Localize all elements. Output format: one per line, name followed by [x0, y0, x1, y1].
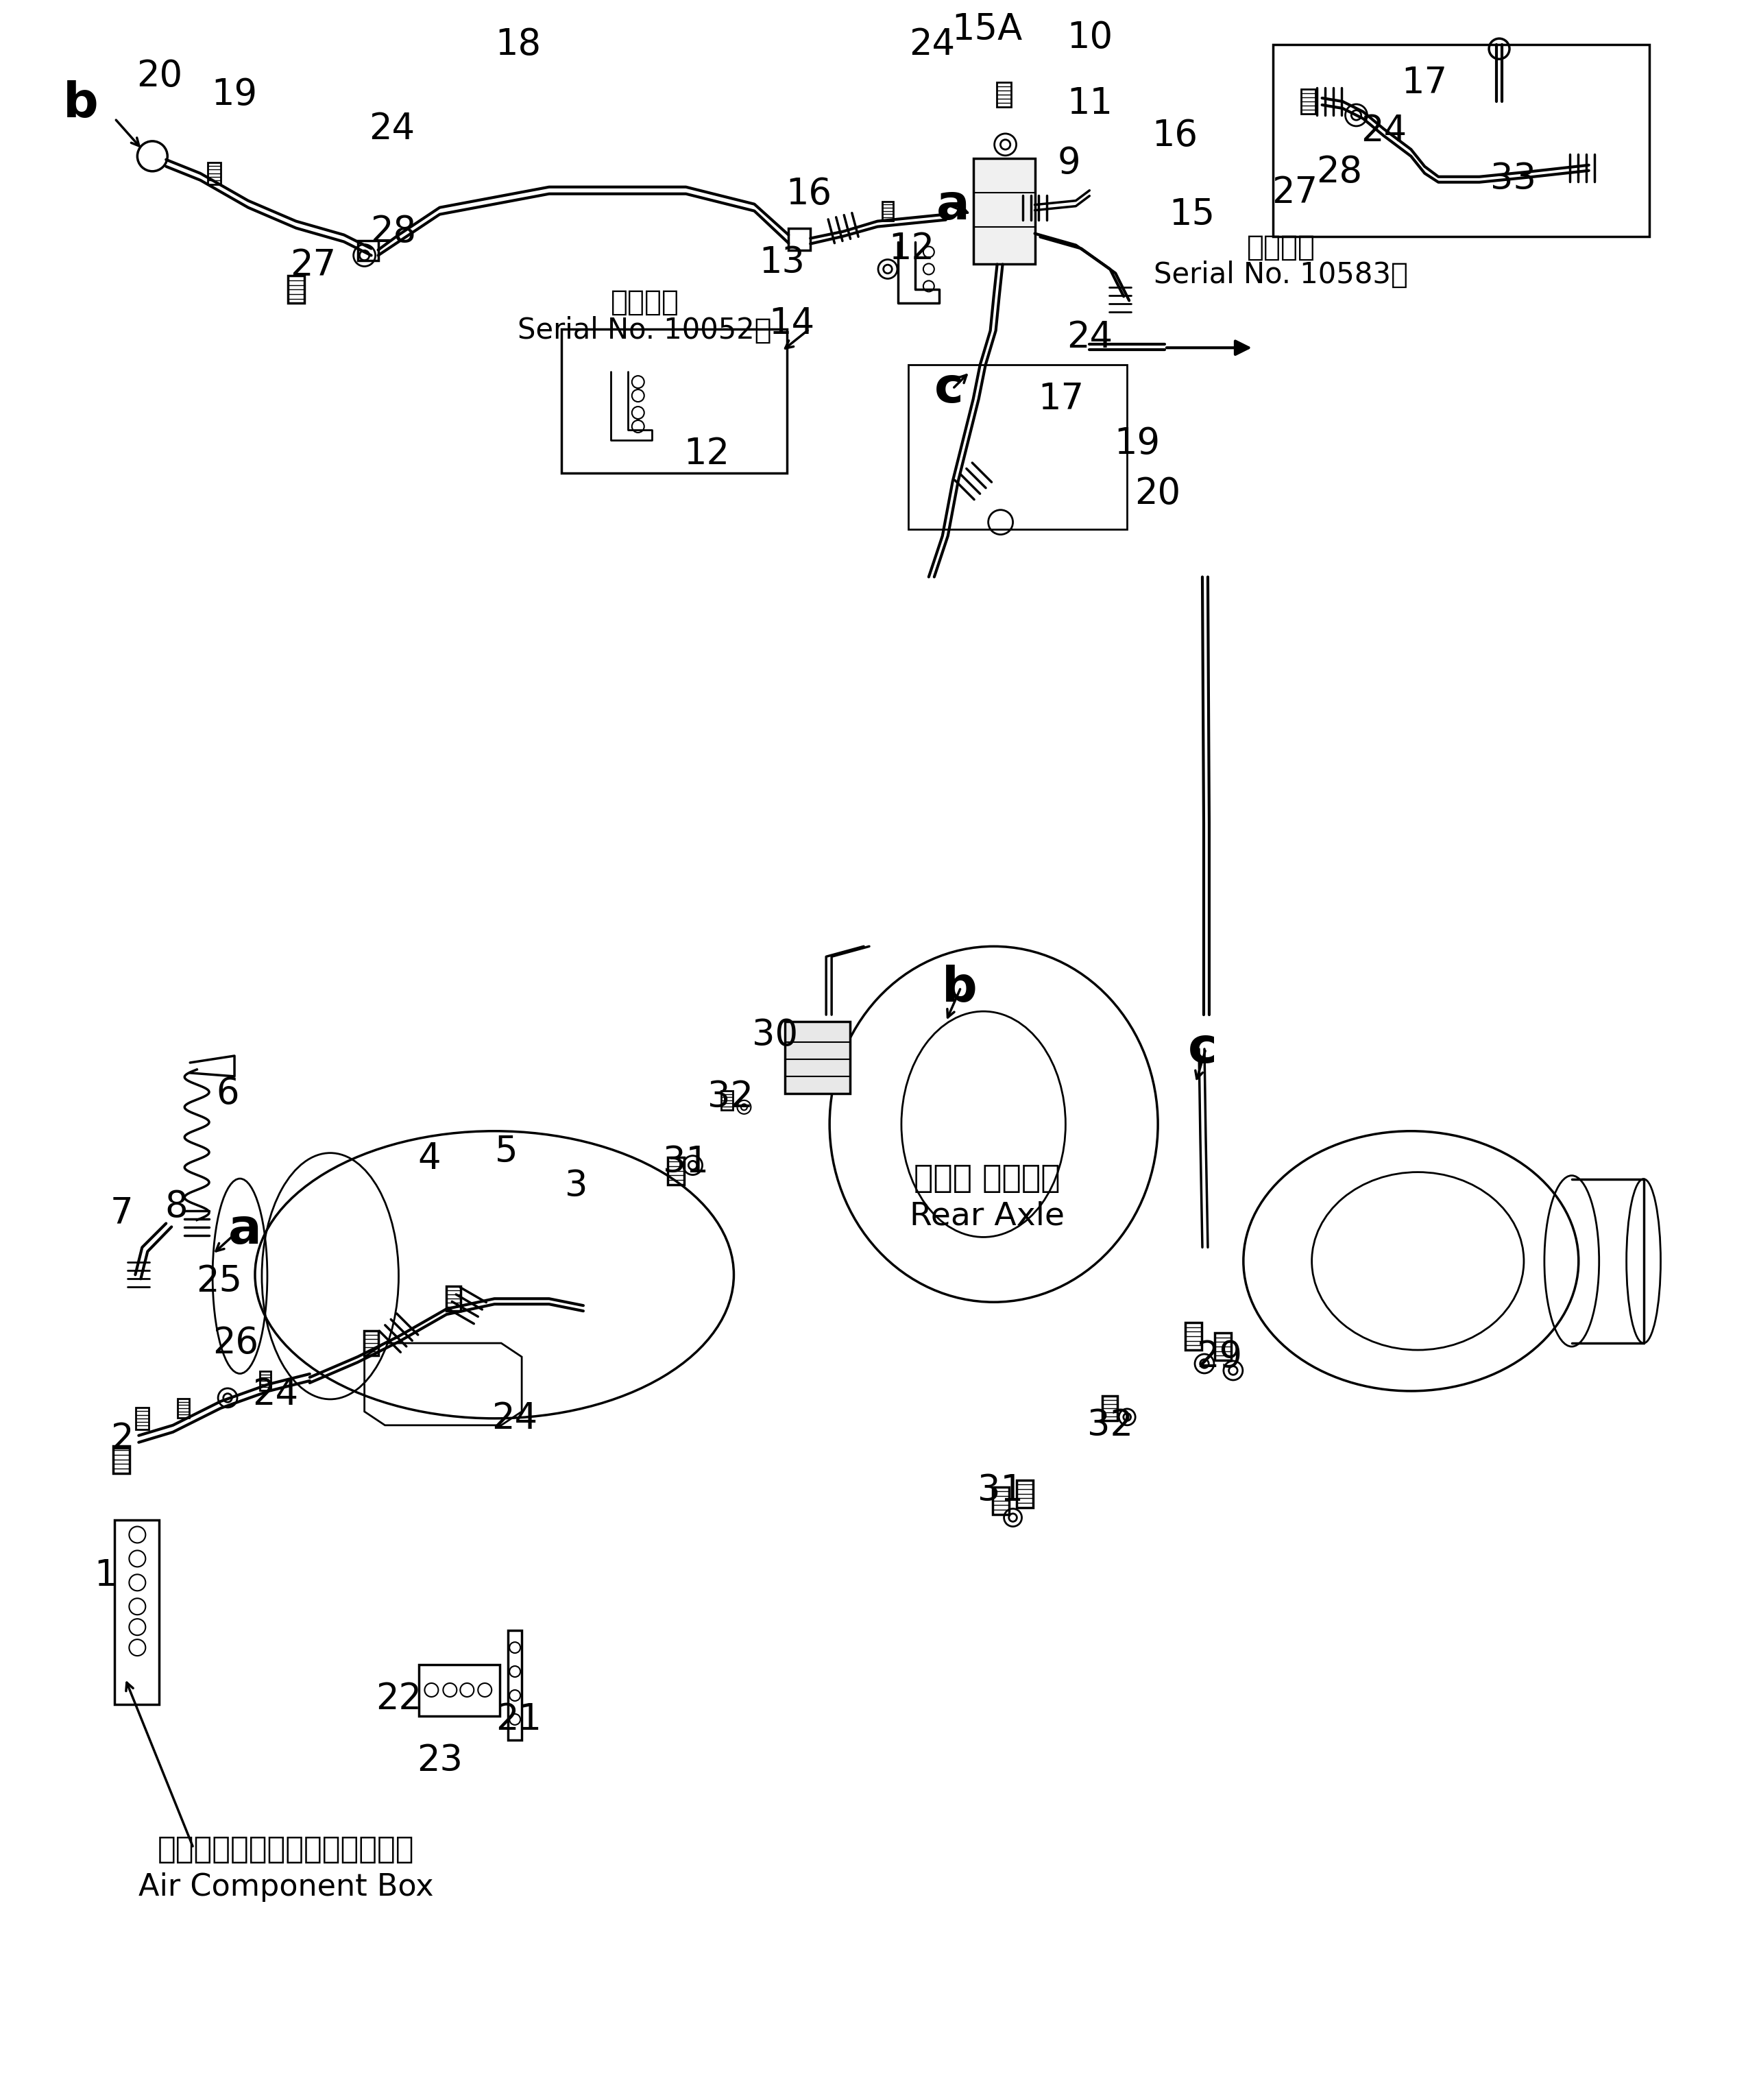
Text: 28: 28 [369, 214, 417, 250]
Text: 1: 1 [95, 1558, 118, 1594]
Text: 7: 7 [111, 1195, 134, 1231]
Bar [1274, 44, 1648, 235]
Text: 32: 32 [707, 1079, 753, 1115]
Text: 24: 24 [369, 111, 415, 147]
Text: a: a [229, 1208, 262, 1254]
Bar [1103, 1397, 1117, 1420]
Text: 20: 20 [135, 59, 183, 94]
Text: 25: 25 [197, 1264, 243, 1300]
Bar [135, 1407, 150, 1430]
Bar [667, 1157, 684, 1184]
Text: 31: 31 [978, 1472, 1024, 1508]
Text: b: b [63, 80, 99, 128]
Bar [1186, 1323, 1201, 1350]
Text: Serial No. 10052～: Serial No. 10052～ [517, 317, 772, 344]
Text: 24: 24 [1066, 319, 1112, 355]
Text: 19: 19 [1115, 426, 1161, 462]
Text: 33: 33 [1490, 162, 1537, 197]
Bar [992, 1487, 1008, 1514]
Bar [208, 162, 220, 185]
Text: 27: 27 [290, 248, 336, 284]
Bar [1215, 1334, 1231, 1361]
Text: 適用号機: 適用号機 [1247, 233, 1316, 262]
Text: 11: 11 [1066, 86, 1112, 122]
Text: 19: 19 [211, 78, 257, 113]
Text: 5: 5 [496, 1134, 519, 1170]
Bar [114, 1520, 160, 1705]
Text: 27: 27 [1272, 174, 1317, 210]
Bar [447, 1287, 461, 1310]
Text: b: b [941, 964, 978, 1010]
Text: c: c [1187, 1025, 1217, 1073]
Text: 17: 17 [1038, 382, 1084, 418]
Bar [288, 275, 304, 302]
Bar [113, 1445, 130, 1472]
Bar [785, 1021, 850, 1094]
Text: 12: 12 [684, 437, 730, 472]
Text: 18: 18 [496, 27, 542, 63]
Text: 22: 22 [376, 1682, 422, 1716]
Bar [419, 1665, 500, 1716]
Bar [908, 365, 1128, 529]
Text: 17: 17 [1402, 65, 1448, 101]
Text: 24: 24 [253, 1378, 299, 1413]
Text: 24: 24 [909, 27, 955, 63]
Bar [357, 239, 378, 260]
Bar [178, 1399, 188, 1418]
Text: 8: 8 [165, 1189, 188, 1224]
Text: 6: 6 [216, 1075, 239, 1111]
Bar [1302, 88, 1316, 113]
Text: 15A: 15A [952, 13, 1022, 48]
Text: 3: 3 [565, 1168, 588, 1203]
Text: 20: 20 [1135, 475, 1180, 510]
Text: Serial No. 10583～: Serial No. 10583～ [1154, 260, 1409, 290]
Text: 15: 15 [1170, 197, 1215, 233]
Text: 16: 16 [786, 176, 832, 212]
Text: Rear Axle: Rear Axle [909, 1201, 1064, 1233]
Bar [508, 1630, 522, 1741]
Text: 16: 16 [1152, 118, 1198, 153]
Bar [260, 1371, 271, 1390]
Text: 適用号機: 適用号機 [610, 288, 679, 317]
Text: 2: 2 [111, 1422, 134, 1457]
Text: 29: 29 [1196, 1340, 1242, 1376]
Text: 24: 24 [1361, 113, 1407, 149]
Bar [881, 202, 894, 220]
Bar [561, 330, 788, 473]
Text: 12: 12 [888, 231, 934, 267]
Text: 32: 32 [1087, 1407, 1133, 1443]
Text: リヤー アクスル: リヤー アクスル [913, 1163, 1061, 1195]
Text: 9: 9 [1057, 145, 1080, 181]
Text: 4: 4 [419, 1140, 442, 1176]
Text: 14: 14 [769, 307, 814, 342]
Text: 23: 23 [417, 1743, 463, 1779]
Text: Air Component Box: Air Component Box [139, 1873, 433, 1903]
Text: 21: 21 [496, 1701, 542, 1737]
Text: 28: 28 [1316, 153, 1361, 189]
Text: エアーコンポーネントボックス: エアーコンポーネントボックス [157, 1835, 413, 1865]
Bar [973, 158, 1034, 265]
Bar [788, 229, 811, 250]
Text: 24: 24 [493, 1401, 538, 1436]
Text: c: c [934, 365, 964, 412]
Bar [1017, 1480, 1033, 1508]
Text: 13: 13 [758, 244, 804, 279]
Bar [997, 82, 1011, 107]
Text: 30: 30 [751, 1019, 799, 1052]
Text: 31: 31 [663, 1144, 709, 1180]
Bar [721, 1090, 734, 1111]
Bar [364, 1331, 378, 1354]
Text: 26: 26 [213, 1325, 259, 1361]
Text: a: a [936, 183, 969, 229]
Text: 10: 10 [1066, 21, 1112, 57]
